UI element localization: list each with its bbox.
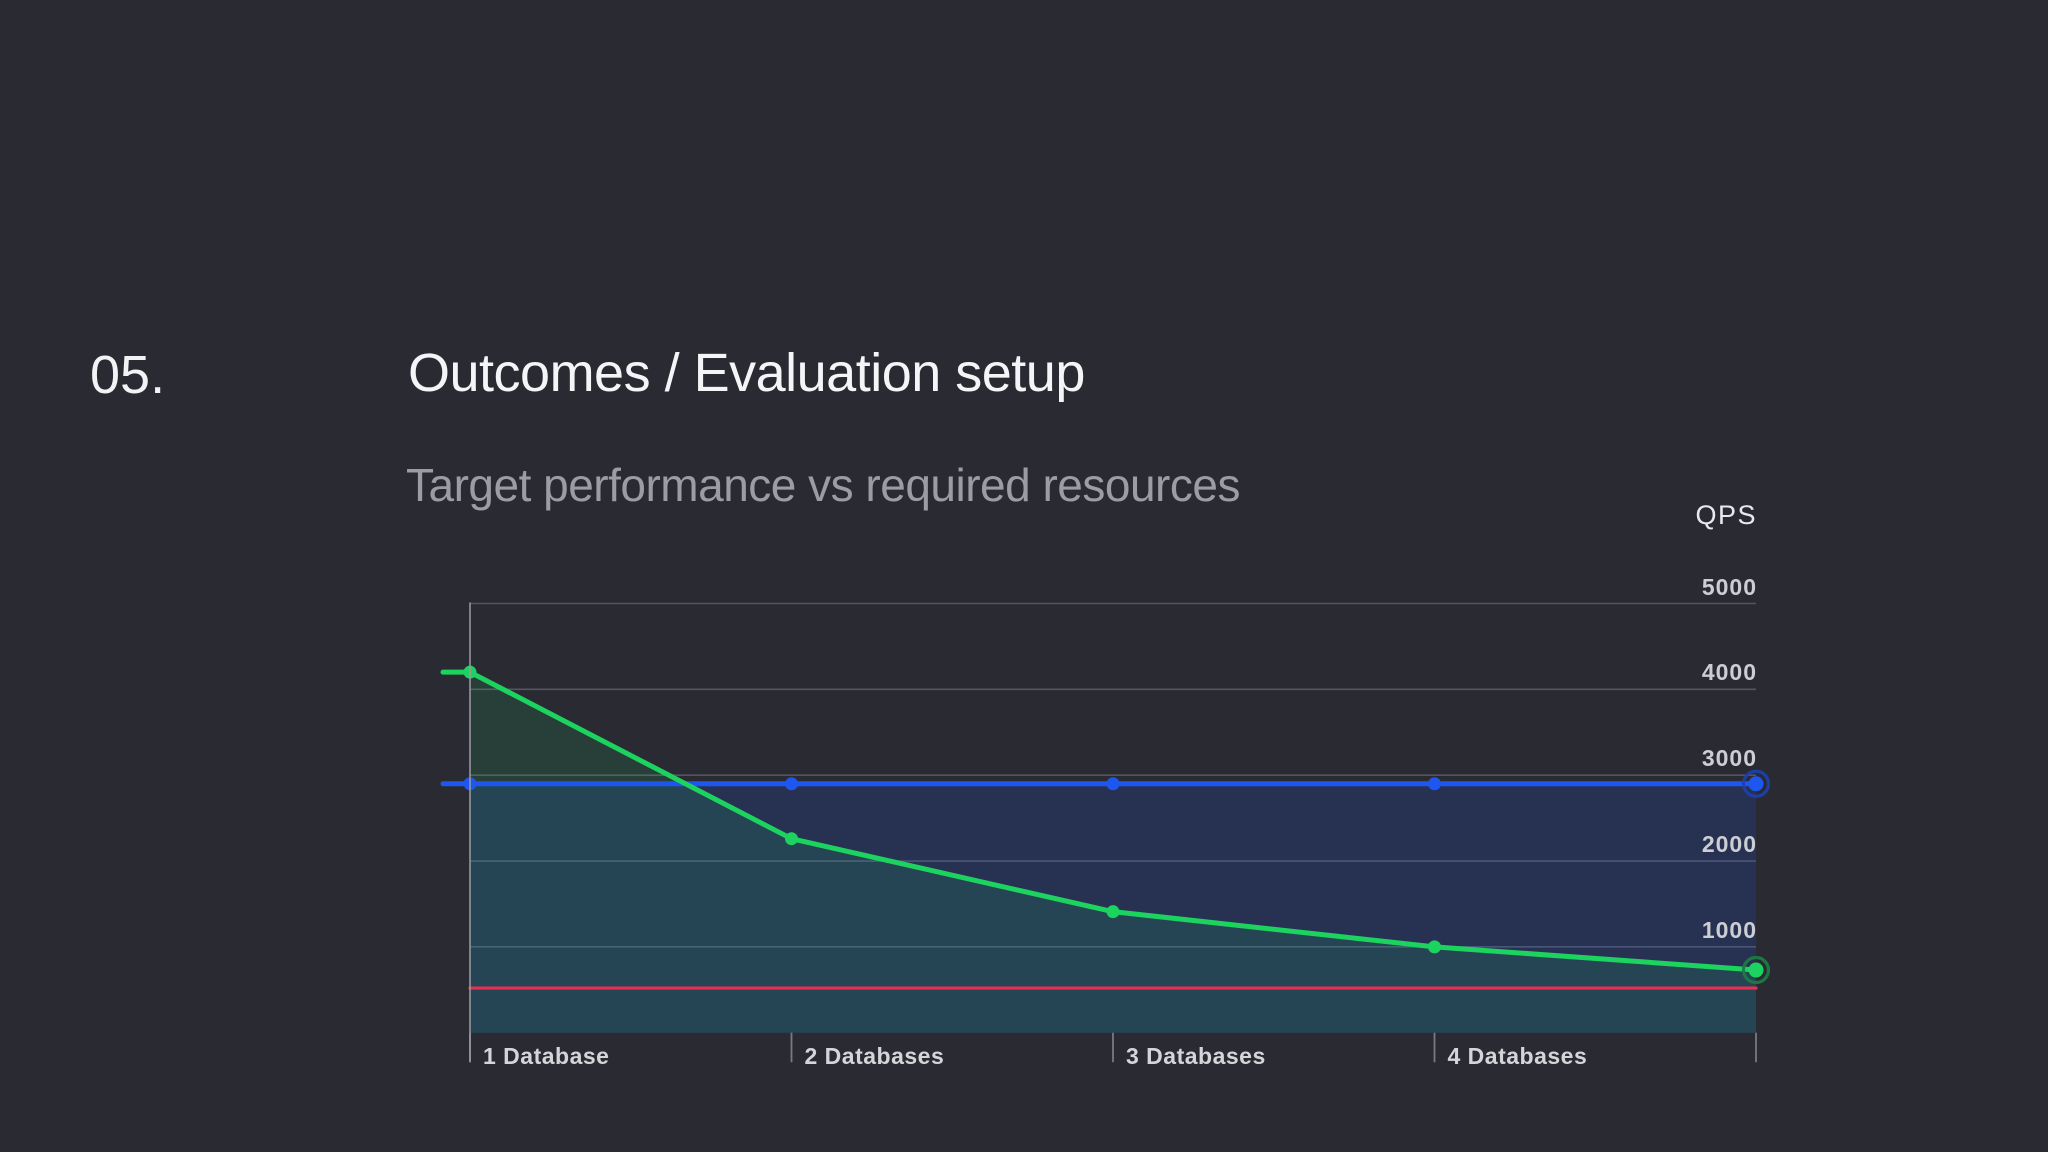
blue-constant-line-area	[470, 783, 1756, 1033]
blue-constant-line-point-4	[1428, 777, 1441, 791]
y-tick-label-5000: 5000	[1701, 573, 1757, 600]
blue-constant-line-point-5	[1748, 776, 1764, 792]
x-tick-label-3: 3 Databases	[1126, 1043, 1266, 1069]
green-decreasing-line-point-2	[785, 832, 798, 846]
blue-constant-line-point-3	[1106, 777, 1120, 791]
x-tick-label-1: 1 Database	[483, 1043, 610, 1069]
y-tick-label-4000: 4000	[1701, 659, 1757, 686]
green-decreasing-line-point-1	[463, 665, 477, 679]
blue-constant-line-end-ring	[1741, 769, 1771, 798]
blue-constant-line-point-2	[785, 777, 798, 791]
section-number: 05.	[90, 345, 166, 405]
y-tick-label-2000: 2000	[1701, 831, 1757, 858]
green-decreasing-line-area	[470, 672, 1756, 1033]
slide-title: Outcomes / Evaluation setup	[408, 343, 1085, 403]
green-decreasing-line-point-3	[1106, 905, 1120, 919]
green-decreasing-line-point-5	[1748, 962, 1764, 978]
y-tick-label-3000: 3000	[1701, 745, 1757, 772]
x-tick-label-4: 4 Databases	[1447, 1043, 1588, 1069]
chart-title: Target performance vs required resources	[406, 459, 1240, 511]
green-decreasing-line	[440, 669, 1759, 973]
green-decreasing-line-end-ring	[1741, 955, 1771, 985]
green-decreasing-line-point-4	[1428, 940, 1441, 954]
y-tick-label-1000: 1000	[1701, 916, 1757, 943]
blue-constant-line-point-1	[463, 777, 477, 791]
x-tick-label-2: 2 Databases	[804, 1043, 945, 1069]
y-axis-title: QPS	[1695, 500, 1757, 530]
